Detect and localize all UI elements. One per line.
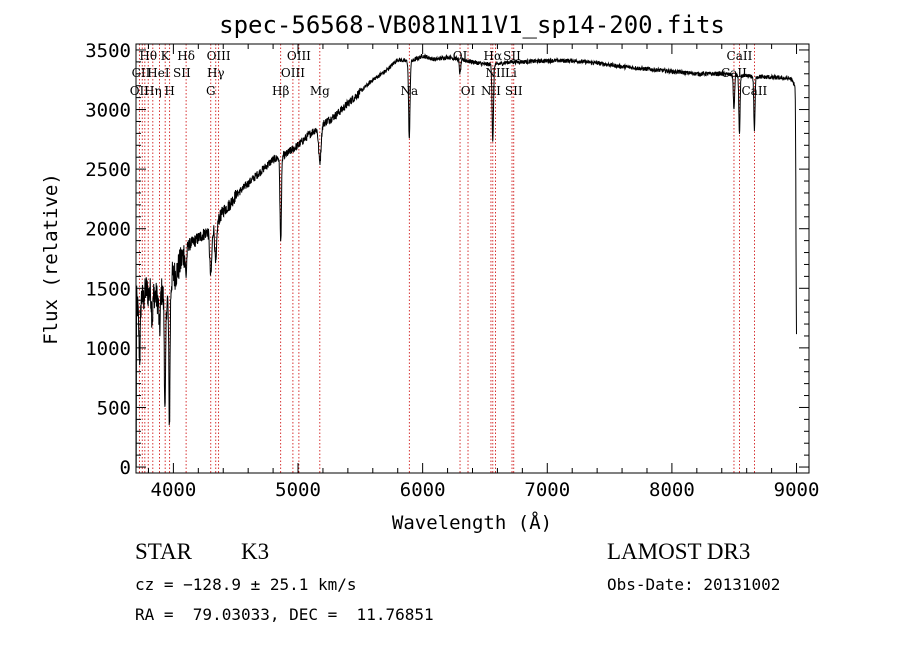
x-axis-label: Wavelength (Å)	[392, 511, 552, 534]
spectral-line-label: Hβ	[272, 84, 289, 98]
subclass: K3	[241, 539, 270, 564]
chart-title: spec-56568-VB081N11V1_sp14-200.fits	[219, 11, 725, 39]
spectral-line-label: Na	[400, 84, 418, 98]
spectral-line-label: SII	[173, 66, 191, 80]
y-tick-label: 0	[120, 457, 131, 479]
spectral-line-label: OIII	[207, 49, 231, 63]
spectral-line-label: Hδ	[177, 49, 195, 63]
spectral-line-label: OII	[130, 84, 150, 98]
spectral-line-label: NII	[485, 66, 505, 80]
x-tick-label: 7000	[524, 479, 570, 501]
obs-date: Obs-Date: 20131002	[607, 575, 781, 594]
redshift-info: cz = −128.9 ± 25.1 km/s	[135, 575, 357, 594]
y-tick-label: 500	[97, 397, 131, 419]
y-tick-label: 3000	[85, 100, 131, 122]
spectral-line-label: K	[161, 49, 171, 63]
object-class: STAR	[135, 539, 192, 564]
axis-ticks: 4000 5000 6000 7000 8000 9000 0 500 1000 1500 2000…	[85, 40, 819, 501]
spectral-line-label: NII	[481, 84, 501, 98]
spectral-line-label: Mg	[310, 84, 330, 98]
spectral-line-label: SII	[505, 84, 523, 98]
y-tick-label: 2000	[85, 219, 131, 241]
spectral-line-label: Hα	[484, 49, 503, 63]
spectral-line-label: Hγ	[207, 66, 225, 80]
x-tick-label: 6000	[400, 479, 446, 501]
survey-name: LAMOST DR3	[607, 539, 751, 564]
spectral-line-label: CaII	[727, 49, 753, 63]
spectral-line-label: SII	[503, 49, 521, 63]
y-tick-label: 1000	[85, 338, 131, 360]
spectral-line-label: OI	[461, 84, 476, 98]
x-tick-label: 8000	[649, 479, 695, 501]
y-tick-label: 3500	[85, 40, 131, 62]
y-tick-label: 2500	[85, 159, 131, 181]
x-tick-label: 9000	[774, 479, 820, 501]
y-tick-label: 1500	[85, 278, 131, 300]
spectral-line-label: Hθ	[139, 49, 157, 63]
coordinates: RA = 79.03033, DEC = 11.76851	[135, 605, 434, 624]
spectral-line-label: CaII	[721, 66, 747, 80]
spectral-line-label: OIII	[281, 66, 305, 80]
spectral-line-label: G	[206, 84, 216, 98]
spectral-line-label: HeI	[147, 66, 170, 80]
spectral-line-label: H	[164, 84, 174, 98]
line-markers	[138, 44, 755, 473]
x-tick-label: 4000	[151, 479, 197, 501]
spectral-line-label: CaII	[741, 84, 767, 98]
spectral-line-label: Hη	[144, 84, 162, 98]
y-axis-label: Flux (relative)	[40, 173, 62, 345]
spectral-line-label: OIII	[287, 49, 311, 63]
spectrum-line	[135, 53, 797, 468]
spectral-line-label: Li	[505, 66, 517, 80]
x-tick-label: 5000	[275, 479, 321, 501]
plot-frame	[135, 43, 810, 474]
